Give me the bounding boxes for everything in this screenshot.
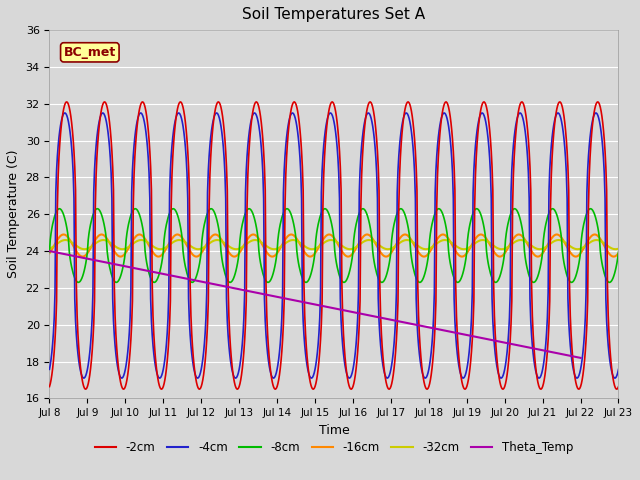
Legend: -2cm, -4cm, -8cm, -16cm, -32cm, Theta_Temp: -2cm, -4cm, -8cm, -16cm, -32cm, Theta_Te… [90,436,578,459]
Text: BC_met: BC_met [64,46,116,59]
X-axis label: Time: Time [319,424,349,437]
Y-axis label: Soil Temperature (C): Soil Temperature (C) [7,150,20,278]
Title: Soil Temperatures Set A: Soil Temperatures Set A [243,7,426,22]
